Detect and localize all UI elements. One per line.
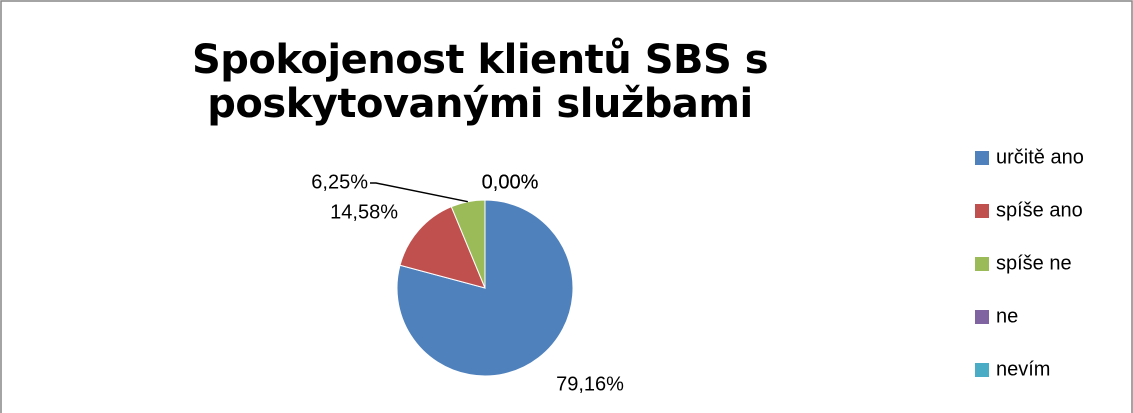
data-label: 6,25% (311, 171, 368, 193)
data-label: 0,00% (482, 171, 539, 193)
legend-label: spíše ne (996, 252, 1072, 274)
legend-swatch (975, 310, 989, 324)
chart-title: Spokojenost klientů SBS s poskytovanými … (191, 37, 769, 127)
legend-label: ne (996, 305, 1018, 327)
pie-slice (396, 199, 574, 377)
data-label: 14,58% (330, 201, 398, 223)
data-label: 79,16% (556, 373, 624, 395)
data-label: 0,00% (482, 171, 539, 193)
legend-swatch (975, 257, 989, 271)
legend-label: spíše ano (996, 199, 1083, 221)
leader-line (370, 182, 468, 203)
legend-swatch (975, 363, 989, 377)
pie-slice (399, 206, 486, 289)
legend-swatch (975, 204, 989, 218)
legend-label: nevím (996, 358, 1050, 380)
legend-label: určitě ano (996, 146, 1084, 168)
legend-swatch (975, 151, 989, 165)
